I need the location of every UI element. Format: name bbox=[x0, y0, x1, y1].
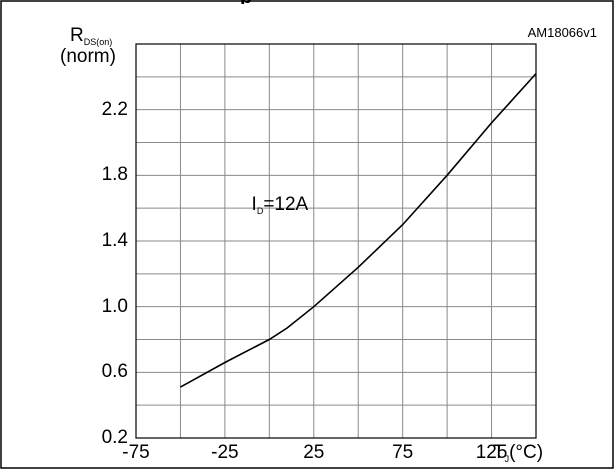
y-axis-label: RDS(on) bbox=[70, 25, 112, 47]
x-tick-label: 125 bbox=[475, 442, 508, 463]
x-axis-label-main: T bbox=[493, 442, 505, 463]
y-tick-label: 0.6 bbox=[101, 361, 128, 383]
y-axis-label-unit: (norm) bbox=[60, 46, 116, 67]
y-tick-label: 2.2 bbox=[101, 98, 128, 120]
chart-title-fragment: p bbox=[240, 0, 380, 4]
y-axis-label-sub: DS(on) bbox=[83, 37, 113, 47]
grid bbox=[136, 44, 536, 438]
current-annotation: ID=12A bbox=[252, 194, 309, 216]
x-tick-label: 75 bbox=[392, 442, 414, 463]
annotation-sub: D bbox=[256, 206, 264, 217]
y-tick-label: 0.2 bbox=[101, 427, 128, 448]
annotation-text: =12A bbox=[263, 194, 309, 216]
y-axis-label-main: R bbox=[70, 25, 84, 46]
y-tick-label: 1.0 bbox=[101, 295, 128, 317]
y-tick-label: 1.8 bbox=[101, 164, 128, 186]
series-layer bbox=[180, 73, 537, 388]
figure-code: AM18066v1 bbox=[528, 25, 597, 40]
plot-area-frame bbox=[135, 43, 537, 439]
y-tick-label: 1.4 bbox=[101, 230, 128, 251]
x-axis-label: TJ(°C) bbox=[493, 442, 543, 464]
x-tick-label: -75 bbox=[122, 442, 150, 463]
annotation-main: I bbox=[251, 194, 257, 216]
series-line bbox=[180, 73, 537, 388]
x-tick-label: 25 bbox=[303, 442, 325, 463]
x-axis-label-sub: J bbox=[504, 454, 510, 464]
x-tick-label: -25 bbox=[211, 442, 239, 463]
x-axis-label-unit: (°C) bbox=[509, 442, 544, 463]
